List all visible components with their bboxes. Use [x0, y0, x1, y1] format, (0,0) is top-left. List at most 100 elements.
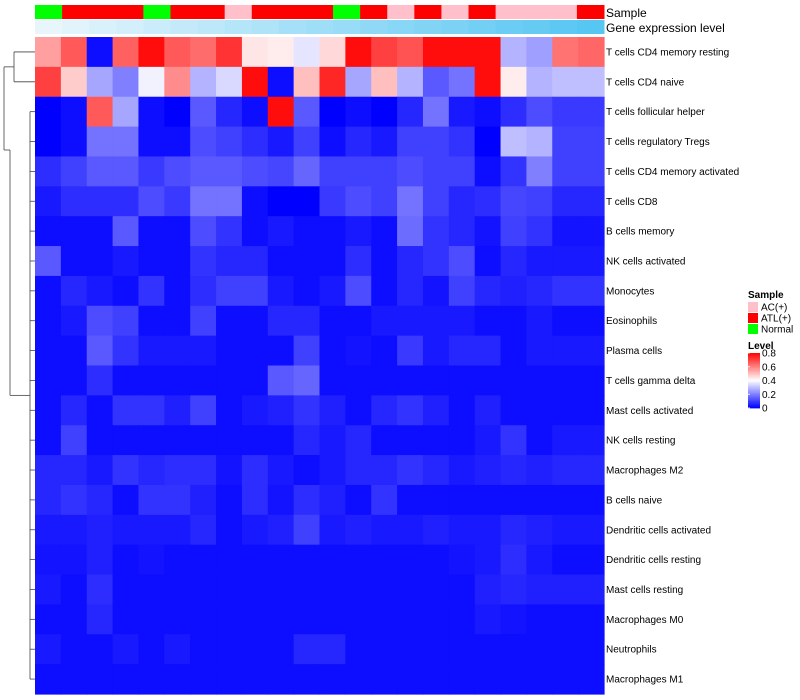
heatmap-cell — [293, 455, 321, 486]
heatmap-cell — [164, 305, 191, 337]
level-legend-tick-label: 0.8 — [762, 349, 776, 360]
heatmap-cell — [138, 425, 165, 456]
heatmap-cell — [552, 246, 579, 277]
sample-annotation-cell — [360, 5, 388, 19]
heatmap-cell — [345, 634, 372, 665]
heatmap-cell — [267, 574, 295, 606]
heatmap-cell — [190, 216, 217, 247]
heatmap-cell — [371, 335, 398, 367]
gene-expression-track-label: Gene expression level — [606, 21, 725, 35]
heatmap-cell — [345, 514, 372, 546]
heatmap-cell — [448, 305, 476, 337]
heatmap-cell — [448, 96, 476, 128]
heatmap-cell — [578, 335, 605, 367]
sample-legend: Sample AC(+)ATL(+)Normal — [748, 290, 793, 336]
heatmap-cell — [35, 664, 62, 695]
gene-expression-annotation-cell — [333, 20, 361, 34]
heatmap-cell — [86, 544, 114, 576]
heatmap-cell — [397, 484, 424, 516]
heatmap-cell — [422, 96, 450, 128]
heatmap-cell — [60, 544, 88, 576]
level-legend-gradient-step — [748, 383, 760, 386]
sample-annotation-cell — [305, 5, 334, 19]
heatmap-cell — [578, 37, 605, 68]
heatmap-cell — [319, 96, 346, 128]
heatmap-cell — [86, 156, 114, 187]
heatmap-cell — [474, 246, 502, 277]
heatmap-cell — [216, 634, 243, 665]
heatmap-cell — [267, 246, 295, 277]
heatmap-cell — [267, 664, 295, 695]
heatmap-cell — [216, 335, 243, 367]
heatmap-cell — [552, 216, 579, 247]
heatmap-cell — [397, 634, 424, 665]
heatmap-cell — [500, 604, 528, 635]
heatmap-cell — [397, 455, 424, 486]
heatmap-cell — [526, 126, 553, 158]
heatmap-cell — [164, 335, 191, 367]
heatmap-cell — [422, 275, 450, 307]
heatmap-cell — [190, 275, 217, 307]
row-label: Mast cells activated — [606, 406, 693, 417]
heatmap-cell — [293, 126, 321, 158]
level-legend-gradient-step — [748, 366, 760, 369]
heatmap-cell — [500, 156, 528, 187]
heatmap-cell — [267, 634, 295, 665]
heatmap-cell — [164, 126, 191, 158]
sample-annotation-cell — [116, 5, 144, 19]
heatmap-cell — [35, 634, 62, 665]
sample-annotation-cell — [387, 5, 415, 19]
heatmap-cell — [164, 484, 191, 516]
heatmap-cell — [190, 544, 217, 576]
gene-expression-annotation-cell — [441, 20, 470, 34]
sample-annotation-cell — [143, 5, 171, 19]
gene-expression-annotation-cell — [170, 20, 199, 34]
heatmap-cell — [293, 544, 321, 576]
heatmap-cell — [190, 246, 217, 277]
level-legend-gradient-step — [748, 401, 760, 403]
heatmap-cell — [371, 425, 398, 456]
heatmap-cell — [422, 574, 450, 606]
heatmap-cell — [422, 335, 450, 367]
level-legend-gradient-step — [748, 353, 760, 355]
heatmap-cell — [319, 156, 346, 187]
heatmap-cell — [500, 305, 528, 337]
heatmap-cell — [526, 604, 553, 635]
heatmap-cell — [190, 455, 217, 486]
heatmap-cell — [448, 37, 476, 68]
heatmap-cell — [422, 126, 450, 158]
heatmap-cell — [164, 156, 191, 187]
heatmap-cell — [190, 514, 217, 546]
level-legend-gradient-step — [748, 402, 760, 405]
heatmap-cell — [190, 395, 217, 426]
heatmap-cell — [112, 246, 140, 277]
heatmap-cell — [216, 544, 243, 576]
heatmap-cell — [448, 484, 476, 516]
heatmap-cell — [422, 425, 450, 456]
heatmap-cell — [86, 484, 114, 516]
heatmap-cell — [164, 37, 191, 68]
heatmap-cell — [138, 156, 165, 187]
heatmap-cell — [86, 37, 114, 68]
heatmap-cell — [60, 604, 88, 635]
heatmap-cell — [552, 365, 579, 396]
sample-annotation-cell — [251, 5, 280, 19]
heatmap-cell — [422, 37, 450, 68]
heatmap-cell — [448, 186, 476, 217]
heatmap-cell — [371, 544, 398, 576]
heatmap-cell — [35, 186, 62, 217]
heatmap-cell — [474, 604, 502, 635]
heatmap-cell — [86, 664, 114, 695]
sample-annotation-cell — [549, 5, 578, 19]
heatmap-cell — [267, 66, 295, 98]
heatmap-cell — [164, 455, 191, 486]
heatmap-cell — [526, 425, 553, 456]
heatmap-cell — [578, 66, 605, 98]
gene-expression-annotation-cell — [224, 20, 253, 34]
heatmap-cell — [552, 66, 579, 98]
heatmap-cell — [345, 66, 372, 98]
heatmap-cell — [190, 574, 217, 606]
gene-expression-annotation-cell — [251, 20, 280, 34]
level-legend-gradient-step — [748, 358, 760, 361]
